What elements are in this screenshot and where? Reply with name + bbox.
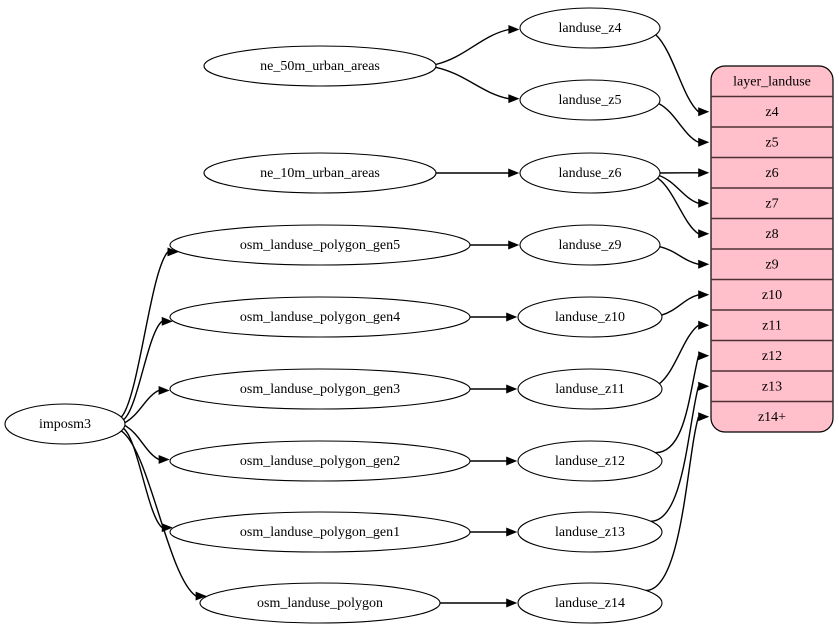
layer-label: landuse_z10 — [555, 310, 625, 325]
node-layer: imposm3 ne_50m_urban_areas ne_10m_urban_ar… — [4, 7, 663, 624]
record-row-z8: z8 — [765, 227, 778, 242]
node-osm_landuse_polygon[interactable]: osm_landuse_polygon — [199, 582, 441, 624]
edge-landuse_z12-to-z12 — [655, 351, 710, 454]
edge-landuse_z14-to-z14+ — [645, 412, 710, 592]
edge-imposm3-to-osm_landuse_polygon_gen4 — [123, 316, 173, 421]
node-landuse_z12[interactable]: landuse_z12 — [517, 440, 663, 482]
edge-landuse_z11-to-z11 — [658, 320, 710, 385]
edge-landuse_z9-to-z9 — [659, 246, 710, 269]
node-osm_landuse_polygon_gen4[interactable]: osm_landuse_polygon_gen4 — [169, 296, 471, 338]
node-ne_10m_urban_areas[interactable]: ne_10m_urban_areas — [203, 152, 437, 194]
record-row-z4: z4 — [765, 105, 778, 120]
layer-label: landuse_z13 — [555, 525, 625, 540]
edge-imposm3-to-osm_landuse_polygon_gen5 — [120, 247, 179, 418]
record-row-z10: z10 — [762, 288, 782, 303]
node-osm_landuse_polygon_gen5[interactable]: osm_landuse_polygon_gen5 — [169, 224, 471, 266]
record-header-label: layer_landuse — [733, 74, 811, 89]
edge-imposm3-to-osm_landuse_polygon — [120, 430, 207, 601]
edge-ne_50m_urban_areas-to-landuse_z4 — [435, 25, 520, 66]
source-label: imposm3 — [39, 417, 91, 432]
record-row-z7: z7 — [765, 196, 778, 211]
record-row-z11: z11 — [762, 318, 782, 333]
node-osm_landuse_polygon_gen3[interactable]: osm_landuse_polygon_gen3 — [169, 368, 471, 410]
table-label: osm_landuse_polygon — [257, 596, 383, 611]
table-label: osm_landuse_polygon_gen4 — [240, 310, 400, 325]
record-row-z14+: z14+ — [758, 410, 786, 425]
layer-label: landuse_z5 — [559, 93, 622, 108]
record-node-layer-landuse[interactable]: layer_landuse z4 z5 z6 z7 z8 z9 z10 z11 z12 z13 z14… — [710, 65, 834, 433]
edge-ne_10m_urban_areas-to-landuse_z6 — [436, 168, 520, 178]
node-landuse_z6[interactable]: landuse_z6 — [519, 152, 661, 194]
record-layer: layer_landuse z4 z5 z6 z7 z8 z9 z10 z11 z12 z13 z14… — [710, 65, 834, 433]
record-row-z5: z5 — [765, 135, 778, 150]
edge-osm_landuse_polygon_gen2-to-landuse_z12 — [470, 456, 518, 466]
edge-osm_landuse_polygon_gen5-to-landuse_z9 — [470, 240, 520, 250]
edge-layer — [120, 25, 710, 608]
edge-landuse_z6-to-z8 — [657, 177, 710, 239]
node-imposm3[interactable]: imposm3 — [4, 403, 126, 445]
layer-label: landuse_z9 — [559, 238, 622, 253]
record-row-z13: z13 — [762, 379, 782, 394]
edge-osm_landuse_polygon-to-landuse_z14 — [440, 598, 518, 608]
edge-ne_50m_urban_areas-to-landuse_z5 — [435, 66, 520, 104]
edge-landuse_z4-to-z4 — [655, 34, 710, 117]
edge-landuse_z10-to-z10 — [661, 290, 710, 316]
edge-landuse_z6-to-z6 — [659, 168, 710, 178]
source-label: ne_10m_urban_areas — [260, 166, 380, 181]
edge-landuse_z13-to-z13 — [650, 381, 710, 522]
node-landuse_z10[interactable]: landuse_z10 — [517, 296, 663, 338]
node-landuse_z5[interactable]: landuse_z5 — [519, 79, 661, 121]
node-ne_50m_urban_areas[interactable]: ne_50m_urban_areas — [203, 45, 437, 87]
layer-label: landuse_z14 — [555, 596, 625, 611]
table-label: osm_landuse_polygon_gen3 — [240, 382, 400, 397]
table-label: osm_landuse_polygon_gen2 — [240, 454, 400, 469]
edge-osm_landuse_polygon_gen4-to-landuse_z10 — [470, 312, 518, 322]
table-label: osm_landuse_polygon_gen1 — [240, 525, 400, 540]
source-label: ne_50m_urban_areas — [260, 59, 380, 74]
record-row-z6: z6 — [765, 166, 778, 181]
node-osm_landuse_polygon_gen1[interactable]: osm_landuse_polygon_gen1 — [169, 511, 471, 553]
layer-label: landuse_z4 — [559, 21, 622, 36]
edge-landuse_z5-to-z5 — [658, 102, 710, 147]
node-landuse_z13[interactable]: landuse_z13 — [517, 511, 663, 553]
node-landuse_z11[interactable]: landuse_z11 — [517, 368, 663, 410]
edge-imposm3-to-osm_landuse_polygon_gen2 — [124, 424, 170, 464]
edge-osm_landuse_polygon_gen3-to-landuse_z11 — [470, 384, 518, 394]
edge-landuse_z6-to-z7 — [659, 174, 710, 208]
node-osm_landuse_polygon_gen2[interactable]: osm_landuse_polygon_gen2 — [169, 440, 471, 482]
layer-label: landuse_z6 — [559, 166, 622, 181]
layer-label: landuse_z12 — [555, 454, 625, 469]
edge-osm_landuse_polygon_gen1-to-landuse_z13 — [470, 527, 518, 537]
edge-imposm3-to-osm_landuse_polygon_gen3 — [124, 385, 170, 424]
layer-label: landuse_z11 — [555, 382, 624, 397]
node-landuse_z4[interactable]: landuse_z4 — [519, 7, 661, 49]
edge-imposm3-to-osm_landuse_polygon_gen1 — [123, 427, 173, 533]
record-row-z12: z12 — [762, 349, 782, 364]
table-label: osm_landuse_polygon_gen5 — [240, 238, 400, 253]
record-row-z9: z9 — [765, 257, 778, 272]
node-landuse_z9[interactable]: landuse_z9 — [519, 224, 661, 266]
node-landuse_z14[interactable]: landuse_z14 — [517, 582, 663, 624]
